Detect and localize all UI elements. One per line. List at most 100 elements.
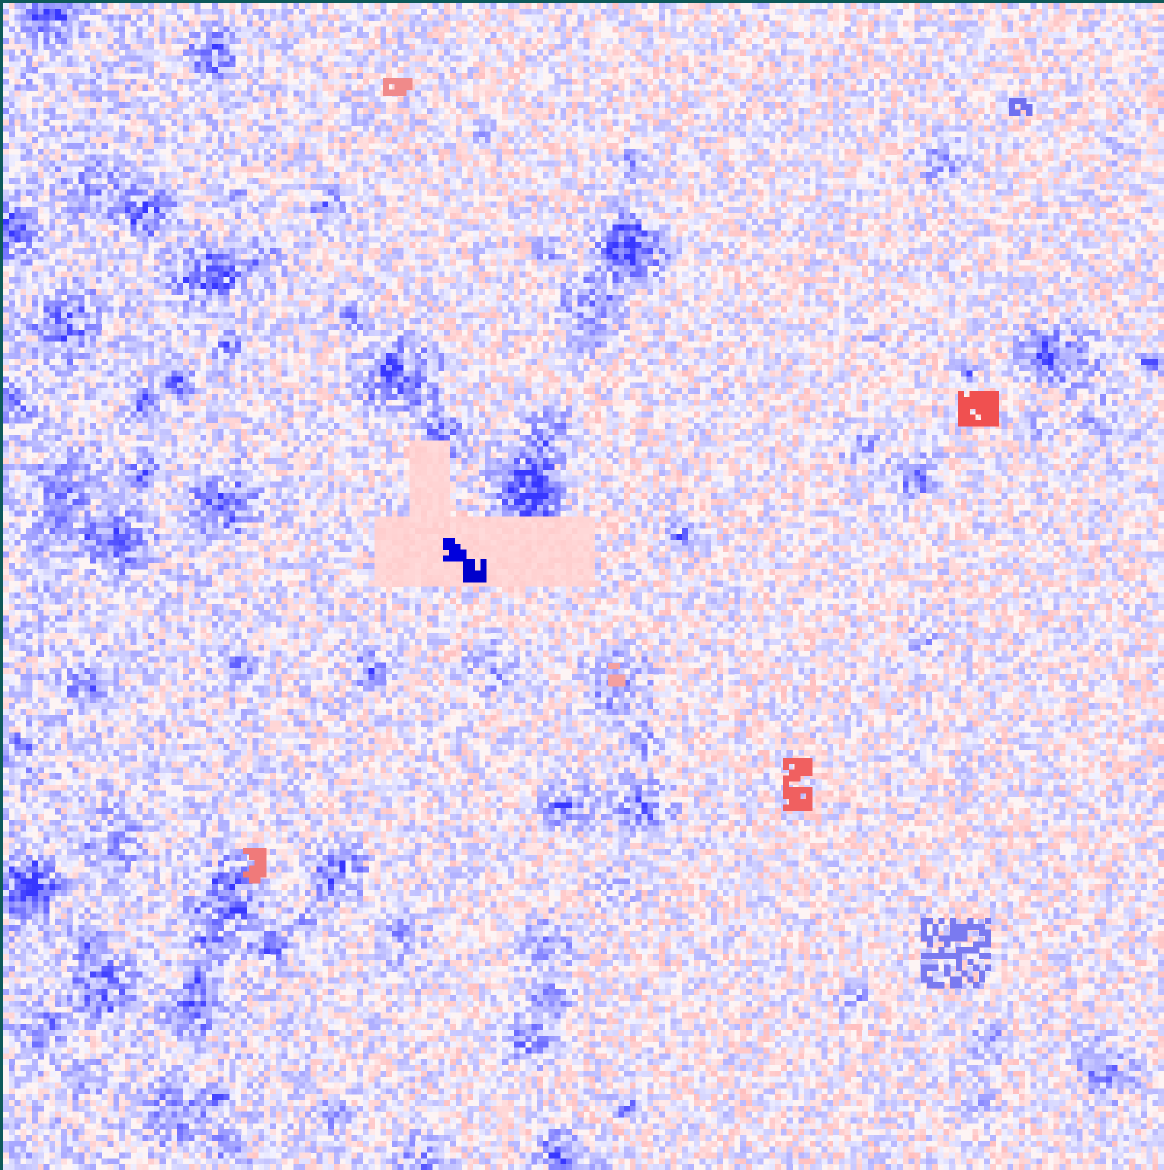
pixel — [299, 38, 306, 45]
pixel — [955, 84, 962, 91]
pixel — [618, 38, 625, 45]
pixel — [345, 143, 352, 150]
pixel — [577, 49, 584, 56]
pixel — [1065, 73, 1072, 80]
pixel — [1140, 131, 1147, 138]
pixel — [595, 125, 602, 132]
pixel — [107, 43, 114, 50]
pixel — [49, 20, 56, 27]
pixel — [20, 38, 27, 45]
pixel — [873, 119, 880, 126]
pixel — [1071, 84, 1078, 91]
pixel — [444, 26, 451, 33]
pixel — [728, 125, 735, 132]
pixel — [1158, 3, 1164, 10]
pixel — [1094, 90, 1101, 97]
pixel — [386, 143, 393, 150]
pixel — [14, 119, 21, 126]
pixel — [1123, 67, 1130, 74]
pixel — [3, 38, 10, 45]
pixel — [328, 14, 335, 21]
pixel — [862, 73, 869, 80]
pixel — [1123, 73, 1130, 80]
pixel — [1123, 43, 1130, 50]
pixel — [357, 61, 364, 68]
pixel — [1088, 73, 1095, 80]
pixel — [786, 137, 793, 144]
pixel — [989, 131, 996, 138]
pixel — [124, 67, 131, 74]
pixel — [717, 160, 724, 167]
pixel — [252, 43, 259, 50]
pixel — [1135, 26, 1142, 33]
pixel — [693, 131, 700, 138]
pixel — [1007, 154, 1014, 161]
pixel — [989, 137, 996, 144]
pixel — [183, 20, 190, 27]
pixel — [1135, 38, 1142, 45]
pixel — [809, 108, 816, 115]
pixel — [241, 43, 248, 50]
pixel — [989, 154, 996, 161]
pixel — [246, 32, 253, 39]
pixel — [635, 154, 642, 161]
pixel — [1140, 108, 1147, 115]
pixel — [333, 8, 340, 15]
pixel — [223, 3, 230, 10]
pixel — [90, 96, 97, 103]
pixel — [763, 67, 770, 74]
pixel — [809, 143, 816, 150]
pixel — [897, 172, 904, 179]
pixel — [455, 172, 462, 179]
pixel — [374, 14, 381, 21]
pixel — [14, 32, 21, 39]
pixel — [258, 67, 265, 74]
pixel — [1082, 102, 1089, 109]
pixel — [641, 84, 648, 91]
pixel — [310, 96, 317, 103]
pixel — [595, 154, 602, 161]
pixel — [490, 8, 497, 15]
pixel — [699, 3, 706, 10]
pixel — [467, 8, 474, 15]
pixel — [345, 78, 352, 85]
pixel — [560, 172, 567, 179]
pixel — [264, 119, 271, 126]
pixel — [66, 166, 73, 173]
pixel — [984, 73, 991, 80]
pixel — [171, 143, 178, 150]
pixel — [148, 148, 155, 155]
pixel — [484, 166, 491, 173]
pixel — [55, 172, 62, 179]
pixel — [1001, 119, 1008, 126]
pixel — [90, 154, 97, 161]
pixel — [148, 61, 155, 68]
pixel — [856, 137, 863, 144]
pixel — [751, 160, 758, 167]
pixel — [780, 125, 787, 132]
pixel — [815, 8, 822, 15]
pixel — [380, 14, 387, 21]
pixel — [1088, 3, 1095, 10]
pixel — [1100, 55, 1107, 62]
pixel — [450, 73, 457, 80]
pixel — [351, 154, 358, 161]
pixel — [421, 67, 428, 74]
pixel — [1018, 148, 1025, 155]
pixel — [8, 38, 15, 45]
pixel — [1059, 160, 1066, 167]
pixel — [345, 84, 352, 91]
pixel — [264, 108, 271, 115]
pixel — [937, 172, 944, 179]
pixel — [717, 143, 724, 150]
pixel — [252, 26, 259, 33]
pixel — [798, 160, 805, 167]
pixel — [513, 119, 520, 126]
pixel — [368, 3, 375, 10]
pixel — [380, 166, 387, 173]
pixel — [95, 108, 102, 115]
pixel — [995, 38, 1002, 45]
pixel — [600, 143, 607, 150]
pixel — [1135, 61, 1142, 68]
pixel — [780, 143, 787, 150]
